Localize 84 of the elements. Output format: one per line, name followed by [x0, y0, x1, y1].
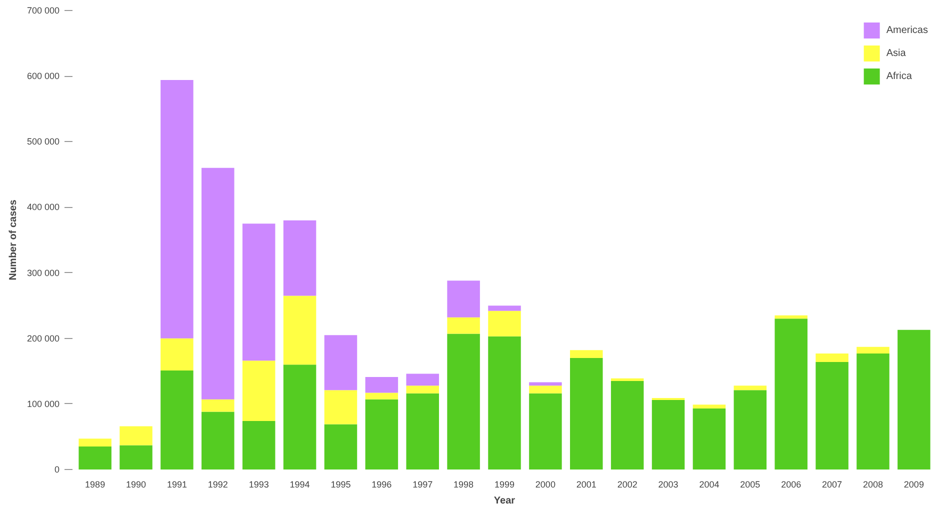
bar — [324, 424, 358, 470]
bar — [160, 80, 194, 338]
bar — [734, 390, 767, 470]
bar — [242, 420, 276, 470]
x-tick-label: 2005 — [740, 480, 760, 490]
bar — [78, 446, 112, 470]
y-tick-label: 300 000 — [26, 268, 60, 278]
bar — [652, 400, 685, 470]
x-tick-label: 2008 — [862, 480, 884, 490]
legend-label: Africa — [886, 70, 912, 82]
bar — [570, 350, 603, 358]
bar — [529, 382, 562, 386]
bar — [447, 334, 480, 470]
x-axis-title: Year — [494, 496, 516, 506]
bar — [283, 220, 316, 296]
bar — [160, 370, 194, 470]
bar — [283, 296, 316, 365]
bar — [692, 404, 726, 409]
x-tick-label: 2006 — [781, 480, 802, 490]
bar — [120, 445, 152, 470]
y-tick-label: 600 000 — [26, 71, 60, 82]
x-tick-label: 1993 — [248, 480, 269, 490]
y-axis-title: Number of cases — [8, 199, 19, 280]
bar — [324, 335, 358, 390]
x-tick-label: 1999 — [494, 480, 515, 490]
bar — [202, 399, 234, 412]
legend-label: Asia — [886, 48, 906, 58]
y-tick-label: 500 000 — [26, 136, 60, 147]
bar — [898, 330, 930, 470]
bar — [488, 310, 521, 336]
bar — [610, 380, 644, 470]
bar — [734, 386, 767, 390]
bar — [488, 306, 521, 311]
x-tick-label: 1990 — [126, 480, 146, 490]
bar — [365, 392, 398, 400]
x-tick-label: 2001 — [576, 480, 596, 490]
bar — [365, 399, 398, 470]
bar — [283, 364, 316, 470]
x-tick-label: 2004 — [699, 480, 720, 490]
y-tick-label: 0 — [54, 464, 60, 474]
bar — [160, 338, 194, 370]
bar — [488, 336, 521, 470]
bar — [406, 374, 439, 386]
y-tick-label: 400 000 — [26, 202, 60, 212]
bar — [692, 408, 726, 470]
x-tick-label: 2003 — [658, 480, 678, 490]
bar — [529, 393, 562, 470]
bar — [570, 358, 603, 470]
bar — [610, 378, 644, 381]
x-tick-label: 2000 — [535, 480, 556, 490]
bar — [202, 412, 234, 470]
x-tick-label: 1994 — [290, 480, 310, 490]
bar — [774, 315, 808, 319]
bar — [447, 280, 480, 318]
x-tick-label: 2002 — [617, 480, 638, 490]
bar — [406, 386, 439, 394]
bar — [365, 377, 398, 393]
x-tick-label: 1991 — [166, 480, 187, 490]
bar — [774, 318, 808, 470]
bar — [242, 360, 276, 421]
x-tick-label: 1992 — [208, 480, 228, 490]
bar — [529, 386, 562, 394]
legend-label: Americas — [886, 24, 928, 36]
y-tick-label: 100 000 — [26, 398, 60, 409]
bar — [447, 317, 480, 334]
y-tick-label: 700 000 — [26, 6, 60, 16]
x-tick-label: 2007 — [822, 480, 842, 490]
x-tick-label: 1997 — [412, 480, 433, 490]
y-tick-label: 200 000 — [26, 333, 60, 344]
bar — [816, 353, 848, 362]
bar — [856, 346, 890, 354]
x-tick-label: 1996 — [372, 480, 392, 490]
bar — [202, 168, 234, 400]
bar — [242, 224, 276, 361]
bar — [324, 390, 358, 424]
bar — [78, 438, 112, 447]
bar — [120, 426, 152, 446]
bar — [406, 393, 439, 470]
x-tick-label: 1995 — [330, 480, 351, 490]
x-tick-label: 1989 — [85, 480, 106, 490]
bar — [816, 362, 848, 470]
x-tick-label: 2009 — [904, 480, 924, 490]
bar — [856, 353, 890, 470]
x-tick-label: 1998 — [454, 480, 474, 490]
